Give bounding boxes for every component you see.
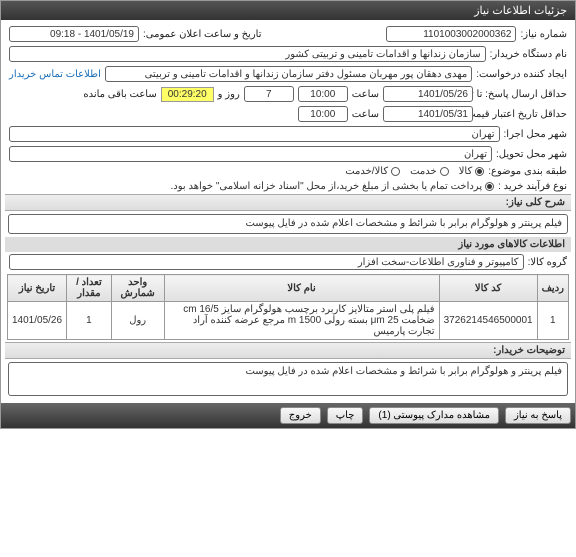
city-deliver-label: شهر محل تحویل: <box>496 149 567 160</box>
validity-time: 10:00 <box>298 106 348 122</box>
need-summary-value: فیلم پرینتر و هولوگرام برابر با شرائط و … <box>8 214 568 234</box>
th-date: تاریخ نیاز <box>8 275 67 302</box>
window-title: جزئیات اطلاعات نیاز <box>474 5 567 17</box>
validity-date: 1401/05/31 <box>383 106 473 122</box>
city-deliver-value: تهران <box>9 146 492 162</box>
buyer-value: سازمان زندانها و اقدامات تامینی و تربیتی… <box>9 46 486 62</box>
category-option-both[interactable]: کالا/خدمت <box>345 166 400 177</box>
response-deadline-time: 10:00 <box>298 86 348 102</box>
cell-name: فیلم پلی استر متالایز کاربرد برچسب هولوگ… <box>164 302 439 340</box>
cell-date: 1401/05/26 <box>8 302 67 340</box>
cell-code: 3726214546500001 <box>439 302 537 340</box>
th-unit: واحد شمارش <box>111 275 164 302</box>
creator-label: ایجاد کننده درخواست: <box>476 69 567 80</box>
th-qty: تعداد / مقدار <box>67 275 112 302</box>
print-button[interactable]: چاپ <box>327 407 364 424</box>
category-label: طبقه بندی موضوع: <box>488 166 567 177</box>
cell-unit: رول <box>111 302 164 340</box>
goods-group-value: کامپیوتر و فناوری اطلاعات-سخت افزار <box>9 254 524 270</box>
cell-qty: 1 <box>67 302 112 340</box>
content: شماره نیاز: 1101003002000362 تاریخ و ساع… <box>1 20 575 403</box>
category-option-khedmat[interactable]: خدمت <box>410 166 449 177</box>
cell-row: 1 <box>537 302 568 340</box>
purchase-process-option[interactable]: پرداخت تمام یا بخشی از مبلغ خرید،از محل … <box>171 181 495 192</box>
announce-dt-label: تاریخ و ساعت اعلان عمومی: <box>143 29 262 40</box>
items-title: اطلاعات کالاهای مورد نیاز <box>5 237 571 252</box>
items-table: ردیف کد کالا نام کالا واحد شمارش تعداد /… <box>7 274 569 340</box>
remaining-timer: 00:29:20 <box>161 87 214 102</box>
purchase-process-label: نوع فرآیند خرید : <box>498 181 567 192</box>
radio-icon <box>485 182 494 191</box>
reply-button[interactable]: پاسخ به نیاز <box>505 407 571 424</box>
table-header: ردیف کد کالا نام کالا واحد شمارش تعداد /… <box>8 275 569 302</box>
validity-label: حداقل تاریخ اعتبار قیمت: تا تاریخ: <box>477 109 567 120</box>
category-radio-group: کالا خدمت کالا/خدمت <box>345 166 484 177</box>
request-no-label: شماره نیاز: <box>520 29 567 40</box>
creator-value: مهدی دهقان پور مهربان مسئول دفتر سازمان … <box>105 66 472 82</box>
goods-group-label: گروه کالا: <box>528 257 567 268</box>
response-deadline-label: حداقل ارسال پاسخ: تا تاریخ: <box>477 89 567 100</box>
buyer-notes-value: فیلم پرینتر و هولوگرام برابر با شرائط و … <box>8 362 568 396</box>
response-days-label: روز و <box>218 89 240 100</box>
remaining-label: ساعت باقی مانده <box>83 89 156 100</box>
validity-time-label: ساعت <box>352 109 379 120</box>
announce-dt-value: 1401/05/19 - 09:18 <box>9 26 139 42</box>
buyer-label: نام دستگاه خریدار: <box>490 49 567 60</box>
exit-button[interactable]: خروج <box>280 407 321 424</box>
buyer-contact-link[interactable]: اطلاعات تماس خریدار <box>9 69 101 80</box>
th-row: ردیف <box>537 275 568 302</box>
city-exec-value: تهران <box>9 126 500 142</box>
buyer-notes-label: توضیحات خریدار: <box>5 342 571 359</box>
response-deadline-days: 7 <box>244 86 294 102</box>
title-bar: جزئیات اطلاعات نیاز <box>1 1 575 20</box>
footer-bar: پاسخ به نیاز مشاهده مدارک پیوستی (1) چاپ… <box>1 403 575 428</box>
request-no-value: 1101003002000362 <box>386 26 516 42</box>
attachments-button[interactable]: مشاهده مدارک پیوستی (1) <box>369 407 499 424</box>
response-time-label: ساعت <box>352 89 379 100</box>
radio-icon <box>391 167 400 176</box>
radio-icon <box>440 167 449 176</box>
details-window: جزئیات اطلاعات نیاز شماره نیاز: 11010030… <box>0 0 576 429</box>
th-name: نام کالا <box>164 275 439 302</box>
radio-icon <box>475 167 484 176</box>
response-deadline-date: 1401/05/26 <box>383 86 473 102</box>
th-code: کد کالا <box>439 275 537 302</box>
table-row[interactable]: 1 3726214546500001 فیلم پلی استر متالایز… <box>8 302 569 340</box>
need-summary-label: شرح کلی نیاز: <box>5 194 571 211</box>
category-option-kala[interactable]: کالا <box>459 166 485 177</box>
city-exec-label: شهر محل اجرا: <box>504 129 567 140</box>
